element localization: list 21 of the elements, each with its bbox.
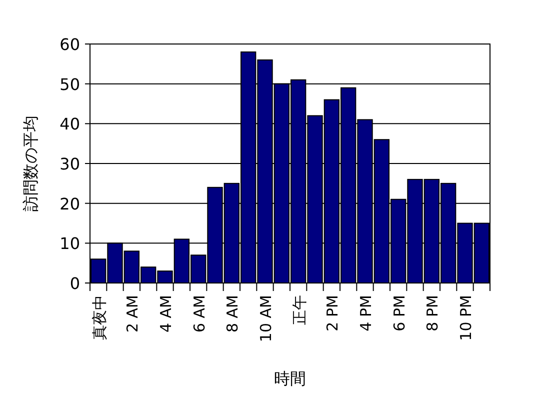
x-tick-label: 真夜中 (90, 295, 108, 340)
x-tick-label: 10 AM (257, 295, 275, 342)
x-tick-label: 8 AM (224, 295, 242, 333)
x-axis-title: 時間 (274, 369, 306, 388)
x-tick-label: 2 AM (124, 295, 142, 333)
y-tick-label: 60 (60, 35, 80, 54)
x-tick-label: 4 AM (157, 295, 175, 333)
y-tick-label: 50 (60, 74, 80, 94)
y-tick-label: 0 (70, 274, 80, 293)
y-tick-label: 40 (60, 114, 80, 134)
y-tick-label: 20 (60, 194, 80, 214)
x-tick-label: 6 AM (190, 295, 208, 333)
x-tick-label: 2 PM (324, 295, 342, 332)
x-tick-label: 8 PM (424, 295, 442, 332)
y-tick-label: 30 (60, 154, 80, 174)
x-tick-label: 10 PM (457, 295, 475, 341)
y-tick-label: 10 (60, 234, 80, 254)
y-axis-title: 訪問数の平均 (21, 116, 40, 212)
x-tick-label: 4 PM (357, 295, 375, 332)
x-tick-label: 6 PM (390, 295, 408, 332)
x-tick-label: 正午 (290, 295, 308, 325)
